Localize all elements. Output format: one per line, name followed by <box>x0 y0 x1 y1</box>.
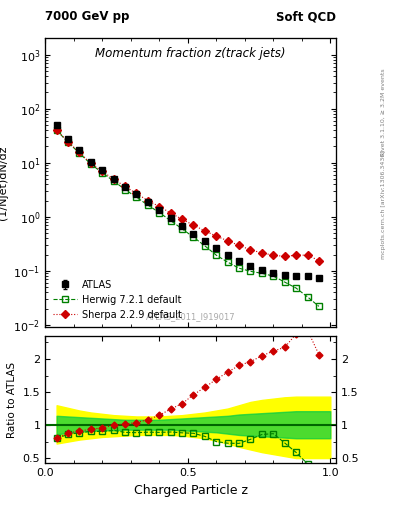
Text: 7000 GeV pp: 7000 GeV pp <box>45 10 130 23</box>
Text: Soft QCD: Soft QCD <box>276 10 336 23</box>
Text: Rivet 3.1.10, ≥ 3.2M events: Rivet 3.1.10, ≥ 3.2M events <box>381 69 386 157</box>
Text: mcplots.cern.ch [arXiv:1306.3436]: mcplots.cern.ch [arXiv:1306.3436] <box>381 151 386 259</box>
Text: ATLAS_2011_I919017: ATLAS_2011_I919017 <box>146 313 235 322</box>
Legend: ATLAS, Herwig 7.2.1 default, Sherpa 2.2.9 default: ATLAS, Herwig 7.2.1 default, Sherpa 2.2.… <box>50 277 185 323</box>
Text: Momentum fraction z(track jets): Momentum fraction z(track jets) <box>95 47 286 60</box>
X-axis label: Charged Particle z: Charged Particle z <box>134 484 248 497</box>
Y-axis label: Ratio to ATLAS: Ratio to ATLAS <box>7 361 17 438</box>
Y-axis label: (1/Njet)dN/dz: (1/Njet)dN/dz <box>0 145 8 220</box>
